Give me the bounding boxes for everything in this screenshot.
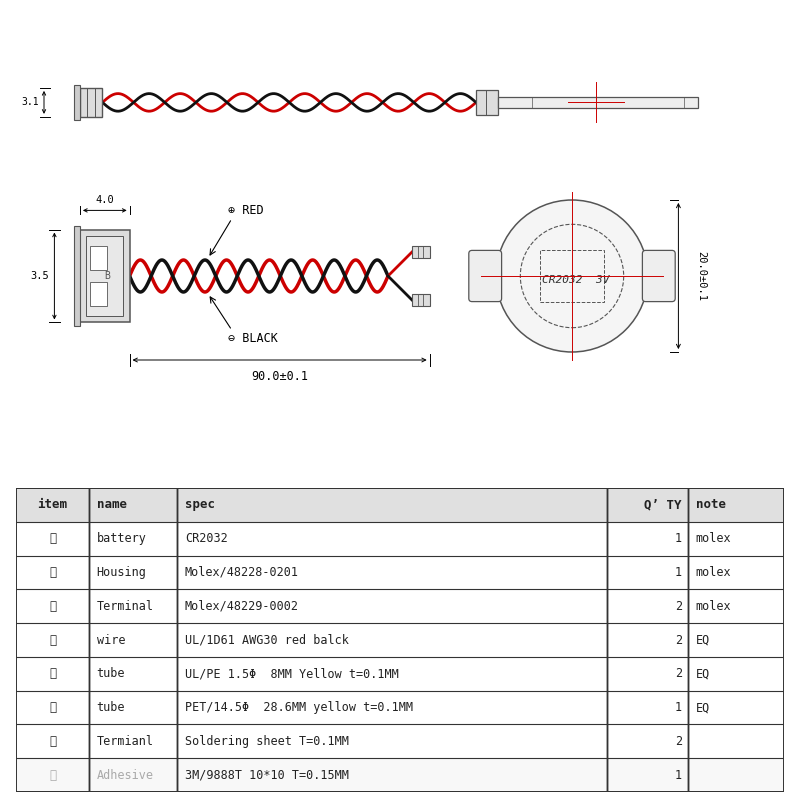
Bar bbox=[16, 758, 784, 792]
Text: wire: wire bbox=[97, 634, 125, 646]
Text: 1: 1 bbox=[674, 566, 682, 579]
Text: 4.0: 4.0 bbox=[95, 195, 114, 205]
Text: Termianl: Termianl bbox=[97, 735, 154, 748]
Bar bbox=[476, 90, 498, 115]
Text: UL/PE 1.5Φ  8MM Yellow t=0.1MM: UL/PE 1.5Φ 8MM Yellow t=0.1MM bbox=[185, 667, 398, 680]
Text: EQ: EQ bbox=[696, 667, 710, 680]
Text: ⑤: ⑤ bbox=[49, 667, 56, 680]
Text: spec: spec bbox=[185, 498, 215, 511]
Bar bbox=[90, 246, 107, 270]
Text: 20.0±0.1: 20.0±0.1 bbox=[696, 251, 706, 301]
Text: molex: molex bbox=[696, 600, 731, 613]
Bar bbox=[412, 246, 430, 258]
Bar bbox=[16, 590, 784, 623]
Text: 3.1: 3.1 bbox=[22, 98, 39, 107]
Text: EQ: EQ bbox=[696, 634, 710, 646]
Text: Soldering sheet T=0.1MM: Soldering sheet T=0.1MM bbox=[185, 735, 349, 748]
Text: B: B bbox=[104, 271, 110, 281]
Bar bbox=[80, 88, 102, 117]
Bar bbox=[86, 236, 123, 316]
Text: Housing: Housing bbox=[97, 566, 146, 579]
Text: 2: 2 bbox=[674, 634, 682, 646]
Text: 1: 1 bbox=[674, 701, 682, 714]
Text: ④: ④ bbox=[49, 634, 56, 646]
Text: Adhesive: Adhesive bbox=[97, 769, 154, 782]
FancyBboxPatch shape bbox=[469, 250, 502, 302]
Text: EQ: EQ bbox=[696, 701, 710, 714]
Bar bbox=[90, 282, 107, 306]
Text: molex: molex bbox=[696, 532, 731, 545]
Bar bbox=[498, 97, 698, 108]
Text: ⑦: ⑦ bbox=[49, 735, 56, 748]
Bar bbox=[16, 657, 784, 690]
Text: ②: ② bbox=[49, 566, 56, 579]
Bar bbox=[16, 488, 784, 522]
Bar bbox=[16, 725, 784, 758]
Text: ①: ① bbox=[49, 532, 56, 545]
Text: 2: 2 bbox=[674, 667, 682, 680]
Text: battery: battery bbox=[97, 532, 146, 545]
Text: 1: 1 bbox=[674, 769, 682, 782]
Text: molex: molex bbox=[696, 566, 731, 579]
Text: ⑧: ⑧ bbox=[49, 769, 56, 782]
Text: note: note bbox=[696, 498, 726, 511]
Text: Q’ TY: Q’ TY bbox=[644, 498, 682, 511]
Text: tube: tube bbox=[97, 701, 125, 714]
Bar bbox=[74, 85, 80, 120]
Text: item: item bbox=[38, 498, 67, 511]
Bar bbox=[540, 250, 604, 302]
Text: 3.5: 3.5 bbox=[30, 271, 50, 281]
Bar bbox=[16, 623, 784, 657]
Text: ③: ③ bbox=[49, 600, 56, 613]
Circle shape bbox=[496, 200, 648, 352]
Text: CR2032  3V: CR2032 3V bbox=[542, 275, 610, 285]
Text: 1: 1 bbox=[674, 532, 682, 545]
Bar bbox=[16, 555, 784, 590]
Text: name: name bbox=[97, 498, 126, 511]
Text: ⑥: ⑥ bbox=[49, 701, 56, 714]
Text: Molex/48229-0002: Molex/48229-0002 bbox=[185, 600, 299, 613]
Text: tube: tube bbox=[97, 667, 125, 680]
Text: CR2032: CR2032 bbox=[185, 532, 228, 545]
Text: ⊖ BLACK: ⊖ BLACK bbox=[228, 332, 278, 345]
Bar bbox=[80, 230, 130, 322]
Bar bbox=[16, 690, 784, 725]
Text: ⊕ RED: ⊕ RED bbox=[228, 204, 264, 217]
Text: 3M/9888T 10*10 T=0.15MM: 3M/9888T 10*10 T=0.15MM bbox=[185, 769, 349, 782]
Text: 90.0±0.1: 90.0±0.1 bbox=[251, 370, 308, 382]
Text: Molex/48228-0201: Molex/48228-0201 bbox=[185, 566, 299, 579]
Text: 2: 2 bbox=[674, 735, 682, 748]
Bar bbox=[16, 522, 784, 555]
Bar bbox=[412, 294, 430, 306]
Text: UL/1D61 AWG30 red balck: UL/1D61 AWG30 red balck bbox=[185, 634, 349, 646]
Text: Terminal: Terminal bbox=[97, 600, 154, 613]
FancyBboxPatch shape bbox=[642, 250, 675, 302]
Text: 2: 2 bbox=[674, 600, 682, 613]
Bar bbox=[74, 226, 80, 326]
Text: PET/14.5Φ  28.6MM yellow t=0.1MM: PET/14.5Φ 28.6MM yellow t=0.1MM bbox=[185, 701, 413, 714]
